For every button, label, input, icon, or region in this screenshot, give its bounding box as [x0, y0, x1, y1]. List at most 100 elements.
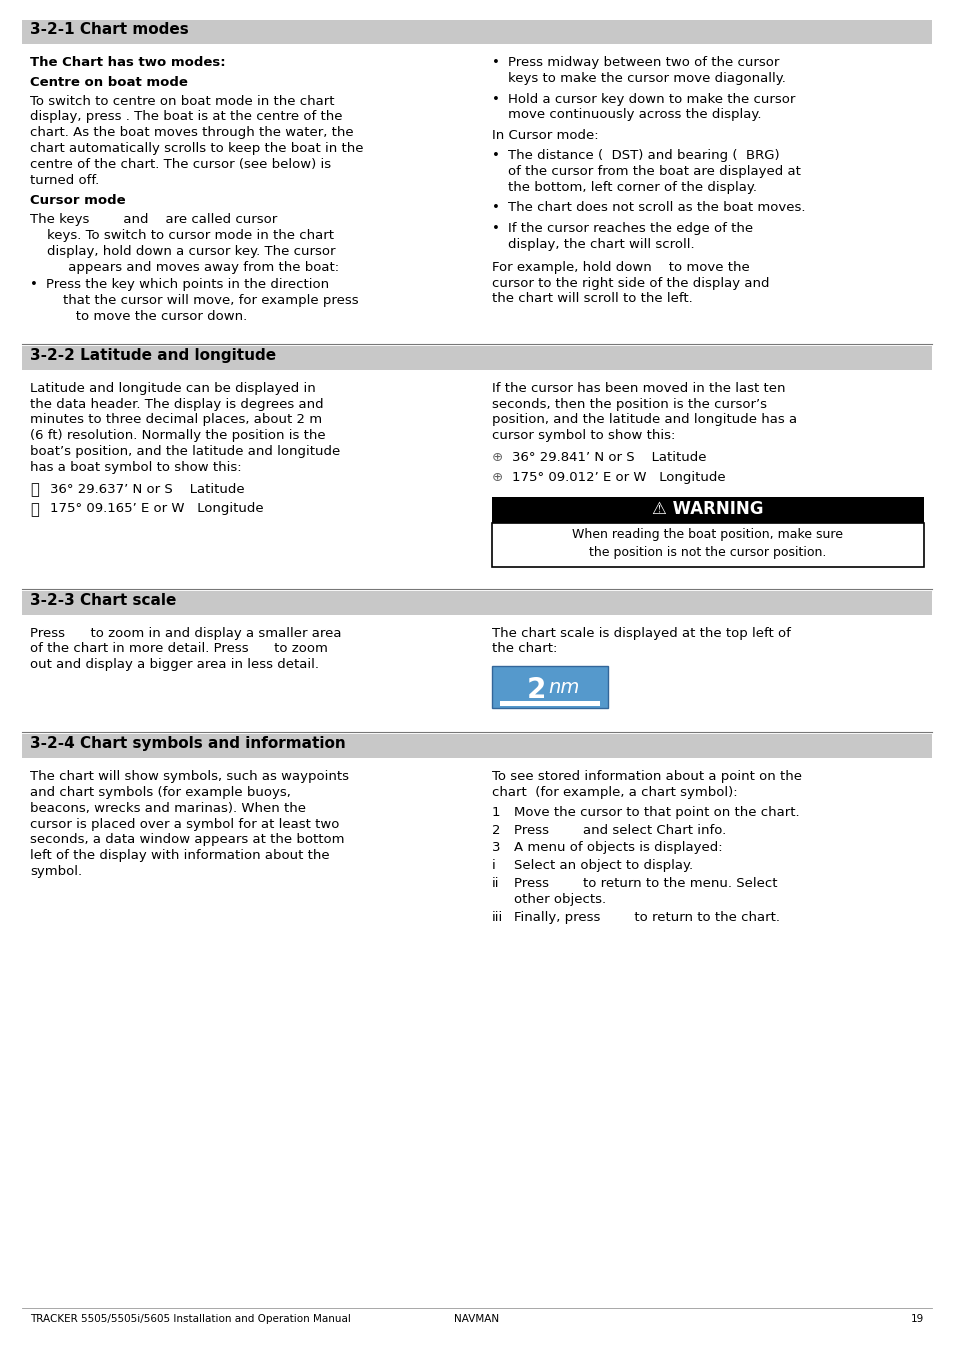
Text: ⎓: ⎓ [30, 502, 39, 517]
Text: 1: 1 [492, 806, 500, 819]
Bar [22, 590, 931, 614]
Text: keys. To switch to cursor mode in the chart: keys. To switch to cursor mode in the ch… [30, 229, 334, 242]
Bar [492, 523, 923, 567]
Text: Centre on boat mode: Centre on boat mode [30, 75, 188, 89]
Bar [492, 667, 607, 709]
Text: display, hold down a cursor key. The cursor: display, hold down a cursor key. The cur… [30, 245, 335, 257]
Text: i: i [492, 859, 496, 873]
Text: TRACKER 5505/5505i/5605 Installation and Operation Manual: TRACKER 5505/5505i/5605 Installation and… [30, 1315, 351, 1324]
Text: 36° 29.637’ N or S    Latitude: 36° 29.637’ N or S Latitude [50, 482, 244, 496]
Text: 36° 29.841’ N or S    Latitude: 36° 29.841’ N or S Latitude [512, 451, 706, 463]
Text: of the cursor from the boat are displayed at: of the cursor from the boat are displaye… [507, 164, 800, 178]
Text: the chart will scroll to the left.: the chart will scroll to the left. [492, 292, 692, 306]
Text: cursor to the right side of the display and: cursor to the right side of the display … [492, 276, 769, 290]
Bar [22, 346, 931, 370]
Text: display, the chart will scroll.: display, the chart will scroll. [507, 238, 694, 251]
Text: and chart symbols (for example buoys,: and chart symbols (for example buoys, [30, 787, 291, 799]
Text: Latitude and longitude can be displayed in: Latitude and longitude can be displayed … [30, 381, 315, 395]
Text: In Cursor mode:: In Cursor mode: [492, 129, 598, 143]
Text: display, press . The boat is at the centre of the: display, press . The boat is at the cent… [30, 110, 342, 124]
Text: out and display a bigger area in less detail.: out and display a bigger area in less de… [30, 659, 318, 671]
Text: If the cursor reaches the edge of the: If the cursor reaches the edge of the [507, 222, 752, 236]
Text: to move the cursor down.: to move the cursor down. [46, 310, 247, 323]
Text: the data header. The display is degrees and: the data header. The display is degrees … [30, 397, 323, 411]
Text: A menu of objects is displayed:: A menu of objects is displayed: [514, 842, 721, 854]
Text: cursor is placed over a symbol for at least two: cursor is placed over a symbol for at le… [30, 818, 339, 831]
Text: Press      to zoom in and display a smaller area: Press to zoom in and display a smaller a… [30, 626, 341, 640]
Text: ii: ii [492, 877, 499, 890]
Text: •: • [492, 222, 499, 236]
Text: The distance (  DST) and bearing (  BRG): The distance ( DST) and bearing ( BRG) [507, 150, 779, 162]
Text: •: • [492, 93, 499, 105]
Text: ⚠ WARNING: ⚠ WARNING [652, 500, 763, 517]
Text: symbol.: symbol. [30, 865, 82, 878]
Text: the bottom, left corner of the display.: the bottom, left corner of the display. [507, 180, 757, 194]
Text: 2: 2 [492, 823, 500, 836]
Text: Press        to return to the menu. Select: Press to return to the menu. Select [514, 877, 777, 890]
Text: NAVMAN: NAVMAN [454, 1315, 499, 1324]
Text: 3-2-1 Chart modes: 3-2-1 Chart modes [30, 22, 189, 36]
Text: ⎓: ⎓ [30, 482, 39, 497]
Bar [22, 734, 931, 758]
Text: The chart will show symbols, such as waypoints: The chart will show symbols, such as way… [30, 770, 349, 783]
Text: The Chart has two modes:: The Chart has two modes: [30, 57, 226, 69]
Text: ⊕: ⊕ [492, 451, 502, 463]
Text: Cursor mode: Cursor mode [30, 194, 126, 207]
Text: cursor symbol to show this:: cursor symbol to show this: [492, 430, 675, 442]
Text: ⊕: ⊕ [492, 471, 502, 484]
Text: Press        and select Chart info.: Press and select Chart info. [514, 823, 725, 836]
Text: of the chart in more detail. Press      to zoom: of the chart in more detail. Press to zo… [30, 643, 328, 656]
Text: seconds, then the position is the cursor’s: seconds, then the position is the cursor… [492, 397, 766, 411]
Text: 175° 09.165’ E or W   Longitude: 175° 09.165’ E or W Longitude [50, 502, 263, 516]
Bar [499, 702, 599, 706]
Text: For example, hold down    to move the: For example, hold down to move the [492, 261, 749, 273]
Text: iii: iii [492, 911, 503, 924]
Text: move continuously across the display.: move continuously across the display. [507, 108, 760, 121]
Text: has a boat symbol to show this:: has a boat symbol to show this: [30, 461, 241, 474]
Text: Hold a cursor key down to make the cursor: Hold a cursor key down to make the curso… [507, 93, 795, 105]
Text: 3-2-4 Chart symbols and information: 3-2-4 Chart symbols and information [30, 737, 345, 752]
Text: 3-2-3 Chart scale: 3-2-3 Chart scale [30, 593, 176, 607]
Text: •: • [492, 150, 499, 162]
Bar [22, 20, 931, 44]
Text: The keys        and    are called cursor: The keys and are called cursor [30, 213, 277, 226]
Text: To switch to centre on boat mode in the chart: To switch to centre on boat mode in the … [30, 94, 335, 108]
Text: 19: 19 [910, 1315, 923, 1324]
Text: When reading the boat position, make sure
the position is not the cursor positio: When reading the boat position, make sur… [572, 528, 842, 559]
Text: turned off.: turned off. [30, 174, 99, 187]
Text: the chart:: the chart: [492, 643, 557, 656]
Text: Press midway between two of the cursor: Press midway between two of the cursor [507, 57, 779, 69]
Text: •: • [30, 279, 38, 291]
Text: Select an object to display.: Select an object to display. [514, 859, 693, 873]
Bar [492, 497, 923, 523]
Text: beacons, wrecks and marinas). When the: beacons, wrecks and marinas). When the [30, 801, 306, 815]
Text: chart. As the boat moves through the water, the: chart. As the boat moves through the wat… [30, 127, 354, 139]
Text: •: • [492, 57, 499, 69]
Text: other objects.: other objects. [514, 893, 605, 905]
Text: keys to make the cursor move diagonally.: keys to make the cursor move diagonally. [507, 71, 785, 85]
Text: Press the key which points in the direction: Press the key which points in the direct… [46, 279, 329, 291]
Text: left of the display with information about the: left of the display with information abo… [30, 849, 330, 862]
Text: (6 ft) resolution. Normally the position is the: (6 ft) resolution. Normally the position… [30, 430, 325, 442]
Text: that the cursor will move, for example press: that the cursor will move, for example p… [46, 294, 358, 307]
Text: minutes to three decimal places, about 2 m: minutes to three decimal places, about 2… [30, 414, 322, 427]
Text: 3-2-2 Latitude and longitude: 3-2-2 Latitude and longitude [30, 348, 275, 362]
Text: 3: 3 [492, 842, 500, 854]
Text: chart  (for example, a chart symbol):: chart (for example, a chart symbol): [492, 787, 737, 799]
Text: The chart does not scroll as the boat moves.: The chart does not scroll as the boat mo… [507, 202, 804, 214]
Text: Move the cursor to that point on the chart.: Move the cursor to that point on the cha… [514, 806, 799, 819]
Text: 175° 09.012’ E or W   Longitude: 175° 09.012’ E or W Longitude [512, 471, 725, 484]
Text: •: • [492, 202, 499, 214]
Text: centre of the chart. The cursor (see below) is: centre of the chart. The cursor (see bel… [30, 158, 331, 171]
Text: To see stored information about a point on the: To see stored information about a point … [492, 770, 801, 783]
Text: boat’s position, and the latitude and longitude: boat’s position, and the latitude and lo… [30, 445, 340, 458]
Text: nm: nm [547, 678, 578, 698]
Text: appears and moves away from the boat:: appears and moves away from the boat: [30, 260, 338, 273]
Text: Finally, press        to return to the chart.: Finally, press to return to the chart. [514, 911, 780, 924]
Text: 2: 2 [526, 676, 545, 704]
Text: seconds, a data window appears at the bottom: seconds, a data window appears at the bo… [30, 834, 344, 846]
Text: If the cursor has been moved in the last ten: If the cursor has been moved in the last… [492, 381, 784, 395]
Text: The chart scale is displayed at the top left of: The chart scale is displayed at the top … [492, 626, 790, 640]
Text: chart automatically scrolls to keep the boat in the: chart automatically scrolls to keep the … [30, 141, 363, 155]
Text: position, and the latitude and longitude has a: position, and the latitude and longitude… [492, 414, 797, 427]
